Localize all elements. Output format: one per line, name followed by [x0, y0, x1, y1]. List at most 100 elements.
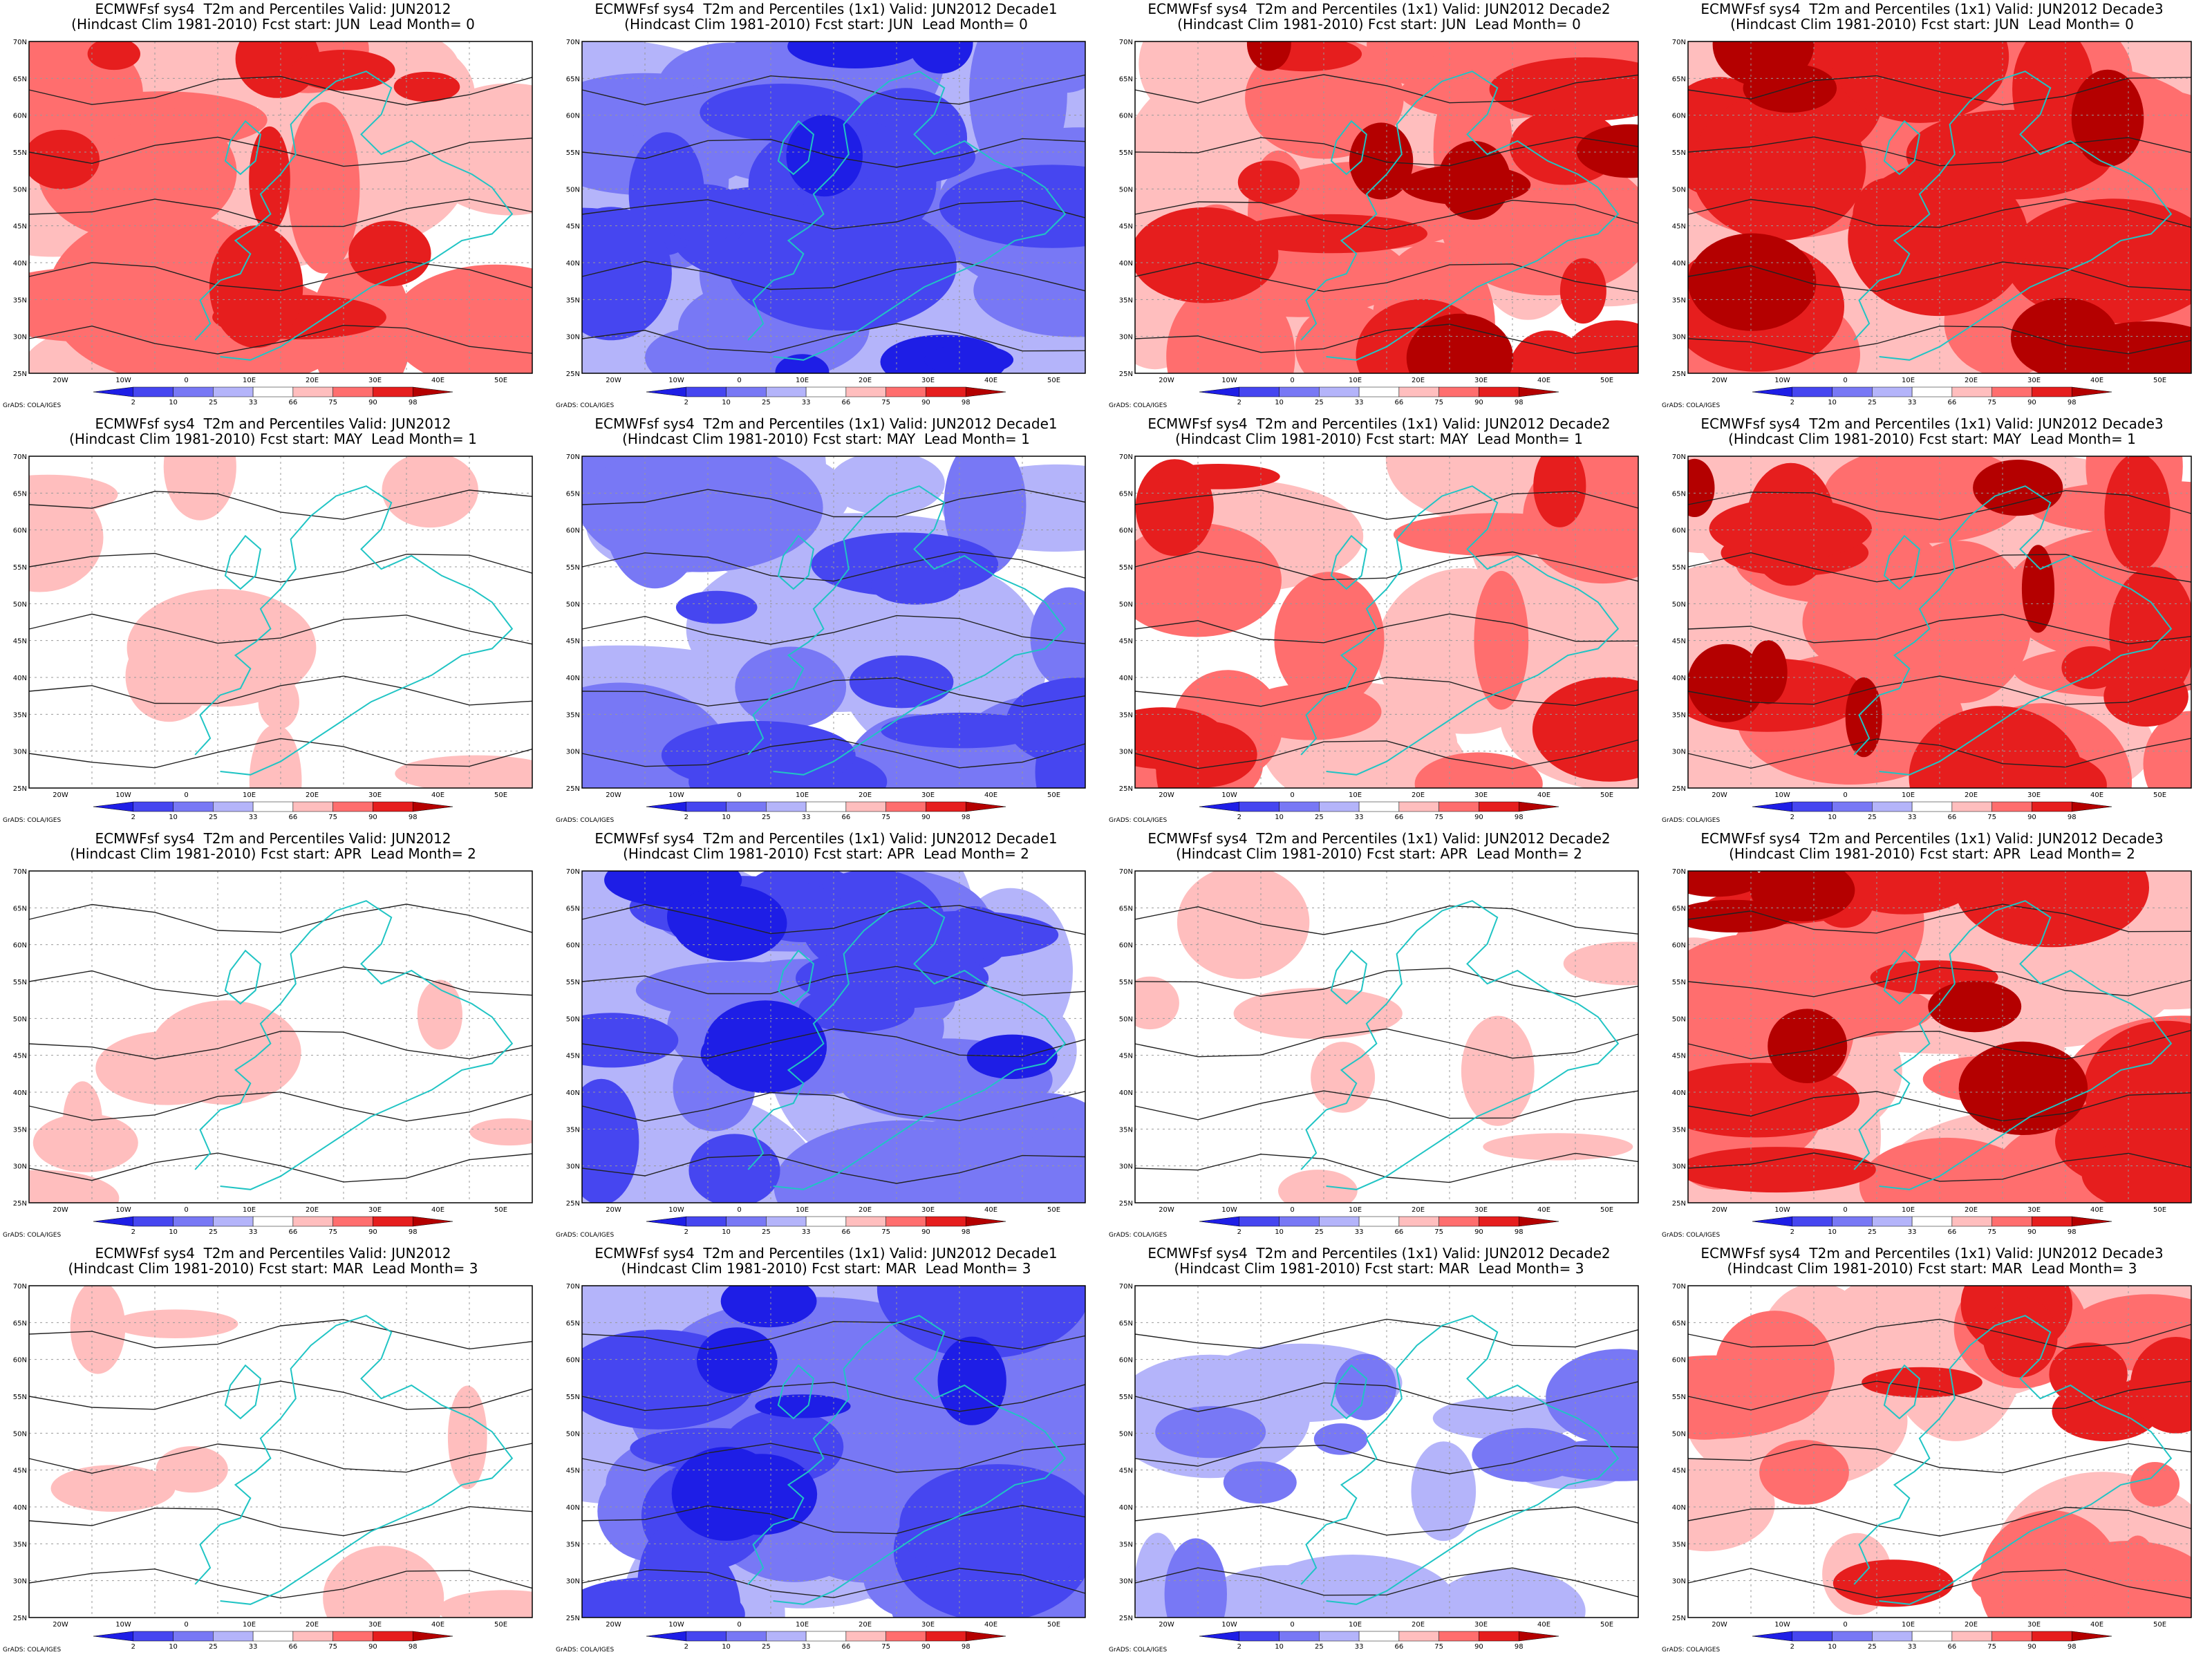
- lon-tick-label: 40E: [431, 1621, 444, 1629]
- coastline: [194, 900, 514, 1190]
- lon-tick-label: 20W: [53, 1621, 68, 1629]
- anomaly-blob: [786, 115, 863, 197]
- map-panel-r4c4: ECMWFsf sys4 T2m and Percentiles (1x1) V…: [1659, 1244, 2205, 1659]
- lat-tick-label: 60N: [13, 113, 27, 120]
- colorbar-segment: [1518, 386, 1559, 397]
- map-frame: [28, 870, 533, 1203]
- lon-tick-label: 0: [737, 1206, 741, 1214]
- lon-tick-label: 0: [1290, 377, 1294, 384]
- lat-tick-label: 35N: [13, 1541, 27, 1548]
- panel-title: ECMWFsf sys4 T2m and Percentiles (1x1) V…: [1700, 830, 2164, 847]
- isotherm-contours: [581, 1321, 1086, 1598]
- coastline: [194, 1315, 514, 1605]
- lat-tick-label: 30N: [1119, 1578, 1133, 1586]
- colorbar: 2 10 25 33 66 75 90 98: [93, 386, 453, 406]
- lon-tick-label: 0: [1290, 1206, 1294, 1214]
- lat-tick-label: 40N: [1119, 1504, 1133, 1512]
- anomaly-blob: [1246, 41, 1291, 71]
- colorbar-segment: [926, 386, 966, 397]
- lon-tick-label: 0: [184, 1206, 188, 1214]
- anomaly-blob: [1750, 871, 1855, 921]
- lat-tick-label: 70N: [13, 868, 27, 876]
- lon-tick-label: 40E: [2090, 1621, 2103, 1629]
- lat-tick-label: 25N: [13, 785, 27, 793]
- lat-tick-label: 70N: [1119, 1283, 1133, 1291]
- map-panel-r3c4: ECMWFsf sys4 T2m and Percentiles (1x1) V…: [1659, 830, 2205, 1244]
- colorbar-segment: [1518, 1631, 1559, 1642]
- map-panel-r1c1: ECMWFsf sys4 T2m and Percentiles Valid: …: [0, 0, 546, 415]
- panel-subtitle: (Hindcast Clim 1981-2010) Fcst start: MA…: [1727, 1260, 2137, 1277]
- colorbar-segment: [373, 386, 413, 397]
- lat-tick-label: 25N: [13, 1200, 27, 1208]
- lat-tick-label: 30N: [1119, 1163, 1133, 1171]
- lat-tick-label: 55N: [566, 1394, 580, 1401]
- colorbar-segment: [1438, 1216, 1479, 1227]
- lon-tick-label: 20E: [306, 791, 319, 799]
- colorbar-label: 66: [1948, 814, 1957, 821]
- coastline: [747, 71, 1067, 361]
- lat-tick-label: 35N: [1672, 1541, 1686, 1548]
- lat-tick-label: 70N: [1119, 453, 1133, 461]
- map-canvas: 70N 65N 60N 55N 50N 45N 40N 35N 30N 25N 20W 10W 0 10E…: [1672, 1283, 2192, 1651]
- lon-tick-label: 0: [737, 377, 741, 384]
- anomaly-blob: [1200, 1565, 1369, 1618]
- lat-tick-label: 35N: [1119, 1126, 1133, 1134]
- colorbar-label: 98: [1515, 1228, 1524, 1236]
- colorbar-label: 25: [1315, 814, 1324, 821]
- isotherm-contours: [1687, 489, 2192, 769]
- graticule: [1135, 1286, 1638, 1618]
- lat-tick-label: 70N: [1672, 453, 1686, 461]
- colorbar: 2 10 25 33 66 75 90 98: [646, 386, 1006, 406]
- cold-anomaly-shading: [582, 456, 1085, 788]
- colorbar-label: 66: [1395, 1228, 1404, 1236]
- colorbar-label: 90: [2027, 1643, 2036, 1651]
- colorbar-label: 98: [2068, 814, 2077, 821]
- colorbar-segment: [1398, 801, 1439, 812]
- anomaly-blob: [1425, 456, 1532, 500]
- anomaly-blob: [62, 1081, 103, 1162]
- colorbar-segment: [726, 1216, 767, 1227]
- graticule: [1135, 871, 1638, 1203]
- colorbar-segment: [726, 801, 767, 812]
- colorbar-segment: [2071, 801, 2112, 812]
- anomaly-blob: [1833, 1559, 1953, 1607]
- colorbar-label: 2: [1790, 814, 1794, 821]
- lat-tick-label: 35N: [566, 1541, 580, 1548]
- anomaly-blob: [1688, 1457, 1775, 1552]
- anomaly-blob: [1909, 706, 2083, 788]
- anomaly-blob: [1472, 1427, 1583, 1482]
- anomaly-blob: [1430, 1568, 1586, 1618]
- lon-tick-label: 10W: [1774, 377, 1790, 384]
- colorbar-segment: [1239, 801, 1280, 812]
- lat-tick-label: 70N: [1672, 39, 1686, 46]
- warm-anomaly-shading: [1688, 456, 2191, 788]
- coastline: [1300, 900, 1620, 1190]
- anomaly-blob: [675, 590, 758, 624]
- lat-tick-label: 45N: [1119, 1053, 1133, 1060]
- colorbar-segment: [885, 1631, 926, 1642]
- anomaly-blob: [1489, 57, 1638, 121]
- colorbar-segment: [412, 1216, 453, 1227]
- lon-tick-label: 30E: [1474, 377, 1488, 384]
- isotherm-contours: [1687, 75, 2192, 355]
- colorbar-label: 98: [962, 399, 971, 406]
- colorbar-segment: [726, 1631, 767, 1642]
- warm-anomaly-shading: [1688, 41, 2191, 373]
- colorbar-segment: [805, 1216, 847, 1227]
- lon-tick-label: 10W: [115, 1621, 131, 1629]
- colorbar-segment: [1319, 801, 1360, 812]
- coastline-uk: [777, 949, 814, 1005]
- lat-tick-label: 70N: [1672, 1283, 1686, 1291]
- lon-tick-label: 50E: [1600, 1621, 1613, 1629]
- colorbar: 2 10 25 33 66 75 90 98: [1199, 1631, 1559, 1651]
- coastline: [194, 485, 514, 776]
- map-frame: [1687, 41, 2192, 374]
- lon-tick-label: 10W: [1221, 1206, 1237, 1214]
- colorbar: 2 10 25 33 66 75 90 98: [1199, 801, 1559, 821]
- lat-tick-label: 55N: [1672, 149, 1686, 157]
- lat-tick-label: 65N: [13, 490, 27, 498]
- colorbar-segment: [1199, 1631, 1240, 1642]
- lon-tick-label: 20W: [53, 791, 68, 799]
- panel-title: ECMWFsf sys4 T2m and Percentiles (1x1) V…: [1700, 1, 2164, 17]
- cold-anomaly-shading: [582, 1286, 1085, 1618]
